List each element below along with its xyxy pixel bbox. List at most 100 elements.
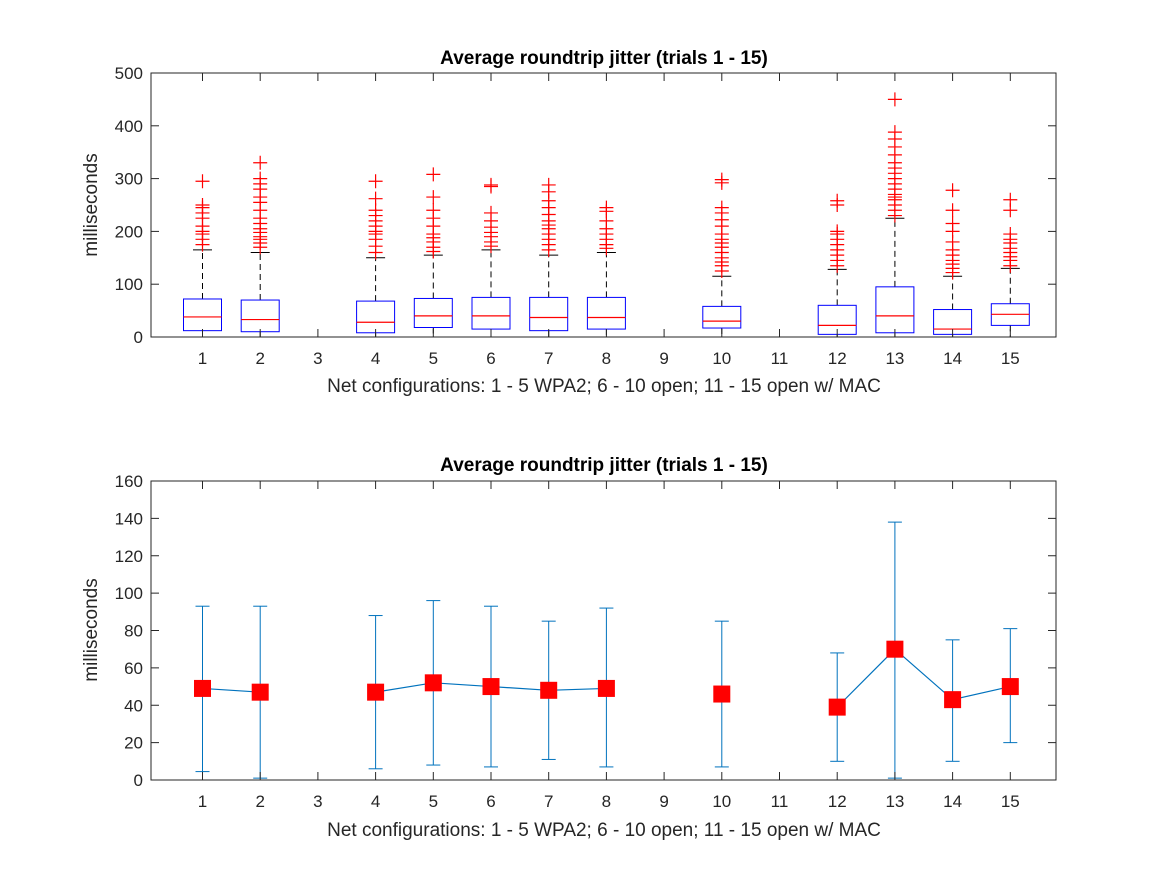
box-5	[413, 167, 453, 338]
outlier-point	[426, 190, 441, 205]
box-plot-marks	[183, 92, 1030, 338]
data-marker	[828, 698, 846, 716]
box-6	[471, 177, 511, 338]
data-marker	[1001, 678, 1019, 696]
point-10	[713, 620, 731, 768]
box-12	[817, 193, 857, 338]
point-12	[828, 652, 846, 762]
y-tick-label: 0	[134, 328, 143, 347]
x-tick-label: 3	[313, 792, 322, 811]
box-plot-chart: Average roundtrip jitter (trials 1 - 15)…	[81, 48, 1057, 397]
data-marker	[540, 681, 558, 699]
data-marker	[944, 691, 962, 709]
x-tick-label: 11	[771, 792, 789, 811]
x-tick-label: 15	[1001, 349, 1020, 368]
y-tick-label: 400	[115, 117, 143, 136]
outlier-point	[714, 172, 729, 187]
outlier-point	[195, 174, 210, 189]
y-tick-label: 500	[115, 64, 143, 83]
series-line	[836, 648, 1011, 708]
x-tick-label: 10	[712, 792, 731, 811]
x-tick-label: 8	[602, 349, 611, 368]
x-tick-label: 5	[429, 349, 438, 368]
series-line	[202, 687, 261, 693]
x-tick-label: 12	[828, 349, 847, 368]
y-tick-label: 140	[115, 509, 143, 528]
box	[240, 299, 280, 333]
y-tick-label: 80	[124, 622, 143, 641]
box-10	[702, 172, 742, 338]
x-tick-label: 1	[198, 792, 207, 811]
y-tick-label: 20	[124, 734, 143, 753]
outlier-point	[1003, 192, 1018, 207]
point-6	[482, 605, 500, 768]
outlier-point	[253, 155, 268, 170]
x-tick-label: 2	[255, 792, 264, 811]
outlier-point	[426, 203, 441, 218]
outlier-point	[830, 193, 845, 208]
x-tick-label: 8	[602, 792, 611, 811]
y-axis-label: milliseconds	[81, 153, 102, 256]
box-15	[990, 192, 1030, 338]
point-8	[597, 607, 615, 768]
outlier-point	[714, 200, 729, 215]
point-13	[886, 521, 904, 779]
x-tick-label: 10	[712, 349, 731, 368]
y-tick-label: 160	[115, 472, 143, 491]
box-4	[356, 174, 396, 338]
x-axis-label: Net configurations: 1 - 5 WPA2; 6 - 10 o…	[327, 820, 881, 841]
chart-title: Average roundtrip jitter (trials 1 - 15)	[440, 48, 768, 69]
data-marker	[886, 640, 904, 658]
x-tick-label: 2	[255, 349, 264, 368]
data-marker	[597, 679, 615, 697]
x-tick-label: 11	[771, 349, 789, 368]
y-tick-label: 200	[115, 222, 143, 241]
box	[702, 305, 742, 329]
x-tick-label: 13	[885, 792, 904, 811]
y-tick-label: 100	[115, 584, 143, 603]
box-13	[875, 92, 915, 338]
outlier-point	[830, 224, 845, 239]
data-marker	[424, 674, 442, 692]
point-15	[1001, 628, 1019, 744]
y-tick-label: 120	[115, 547, 143, 566]
data-marker	[194, 679, 211, 697]
outlier-point	[1003, 227, 1018, 242]
box	[356, 300, 396, 334]
outlier-point	[541, 177, 556, 192]
y-tick-label: 300	[115, 170, 143, 189]
x-tick-label: 6	[486, 792, 495, 811]
outlier-point	[253, 171, 268, 186]
x-tick-label: 3	[313, 349, 322, 368]
outlier-point	[484, 205, 498, 220]
x-tick-label: 4	[371, 349, 380, 368]
data-marker	[367, 683, 385, 701]
outlier-point	[945, 183, 960, 198]
outlier-point	[887, 92, 902, 107]
x-tick-label: 14	[943, 792, 962, 811]
x-tick-label: 7	[544, 349, 553, 368]
x-tick-label: 1	[198, 349, 207, 368]
x-tick-label: 14	[943, 349, 962, 368]
point-5	[424, 600, 442, 766]
box-8	[586, 200, 626, 338]
box-2	[240, 155, 280, 338]
x-tick-label: 4	[371, 792, 380, 811]
y-axis-label: milliseconds	[81, 578, 102, 681]
point-4	[367, 615, 385, 770]
y-tick-label: 60	[124, 659, 143, 678]
outlier-point	[368, 191, 383, 206]
x-tick-label: 9	[659, 792, 668, 811]
point-14	[944, 639, 962, 762]
box	[529, 296, 569, 332]
chart-title: Average roundtrip jitter (trials 1 - 15)	[440, 455, 768, 476]
outlier-point	[195, 198, 210, 212]
outlier-point	[945, 203, 960, 218]
data-marker	[713, 685, 731, 703]
errorbar-chart: Average roundtrip jitter (trials 1 - 15)…	[81, 455, 1057, 841]
box	[183, 298, 222, 332]
plot-frame	[150, 72, 1057, 338]
